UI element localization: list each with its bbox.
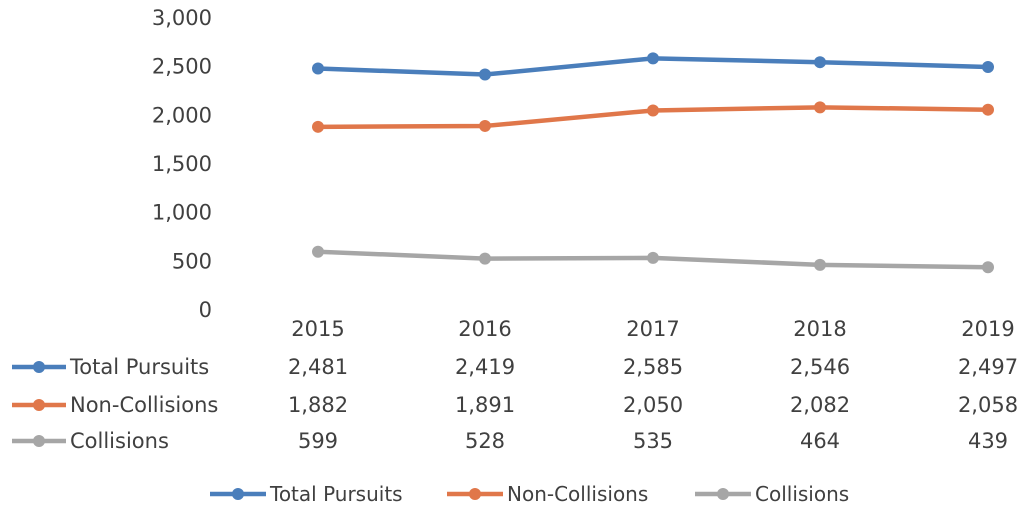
data-point (312, 245, 324, 258)
data-point (647, 251, 659, 264)
legend-label: Total Pursuits (269, 482, 403, 506)
data-table: 2015 2016 2017 2018 2019 Total Pursuits 2,481 2… (12, 317, 1018, 453)
x-category-label: 2019 (961, 317, 1014, 341)
data-point (312, 62, 324, 75)
table-row-label: Total Pursuits (69, 355, 209, 379)
table-legend-key-marker (33, 435, 45, 447)
legend-key-marker (232, 488, 244, 500)
y-tick-label: 2,000 (152, 103, 212, 127)
data-point (982, 60, 994, 73)
data-point (647, 104, 659, 117)
table-cell-value: 2,082 (790, 393, 850, 417)
table-cell-value: 464 (800, 429, 840, 453)
data-point (647, 52, 659, 65)
legend-key-marker (717, 488, 729, 500)
data-point (479, 68, 491, 81)
table-cell-value: 2,419 (455, 355, 515, 379)
table-row-label: Collisions (70, 429, 169, 453)
legend-key-marker (469, 488, 481, 500)
table-cell-value: 439 (968, 429, 1008, 453)
table-legend-key-marker (33, 361, 45, 373)
legend: Total Pursuits Non-Collisions Collisions (210, 482, 849, 506)
y-tick-label: 0 (199, 298, 212, 322)
data-point (814, 101, 826, 114)
data-point (312, 120, 324, 133)
table-cell-value: 528 (465, 429, 505, 453)
data-point (814, 56, 826, 69)
table-legend-key-marker (33, 399, 45, 411)
legend-label: Non-Collisions (507, 482, 648, 506)
y-tick-label: 1,000 (152, 201, 212, 225)
data-point (479, 119, 491, 132)
data-point (982, 261, 994, 274)
table-cell-value: 2,585 (623, 355, 683, 379)
y-tick-label: 2,500 (152, 55, 212, 79)
data-point (814, 258, 826, 271)
data-point (982, 103, 994, 116)
table-cell-value: 599 (298, 429, 338, 453)
legend-label: Collisions (755, 482, 849, 506)
x-category-label: 2015 (291, 317, 344, 341)
series-lines (312, 52, 994, 274)
x-category-label: 2018 (793, 317, 846, 341)
table-cell-value: 535 (633, 429, 673, 453)
y-axis: 0 500 1,000 1,500 2,000 2,500 3,000 (152, 6, 212, 322)
table-cell-value: 2,058 (958, 393, 1018, 417)
table-cell-value: 2,481 (288, 355, 348, 379)
table-cell-value: 1,891 (455, 393, 515, 417)
table-row-label: Non-Collisions (70, 393, 218, 417)
table-cell-value: 1,882 (288, 393, 348, 417)
table-cell-value: 2,050 (623, 393, 683, 417)
y-tick-label: 3,000 (152, 6, 212, 30)
table-cell-value: 2,546 (790, 355, 850, 379)
y-tick-label: 1,500 (152, 152, 212, 176)
table-cell-value: 2,497 (958, 355, 1018, 379)
y-tick-label: 500 (172, 249, 212, 273)
x-category-label: 2017 (626, 317, 679, 341)
data-point (479, 252, 491, 265)
x-category-label: 2016 (458, 317, 511, 341)
